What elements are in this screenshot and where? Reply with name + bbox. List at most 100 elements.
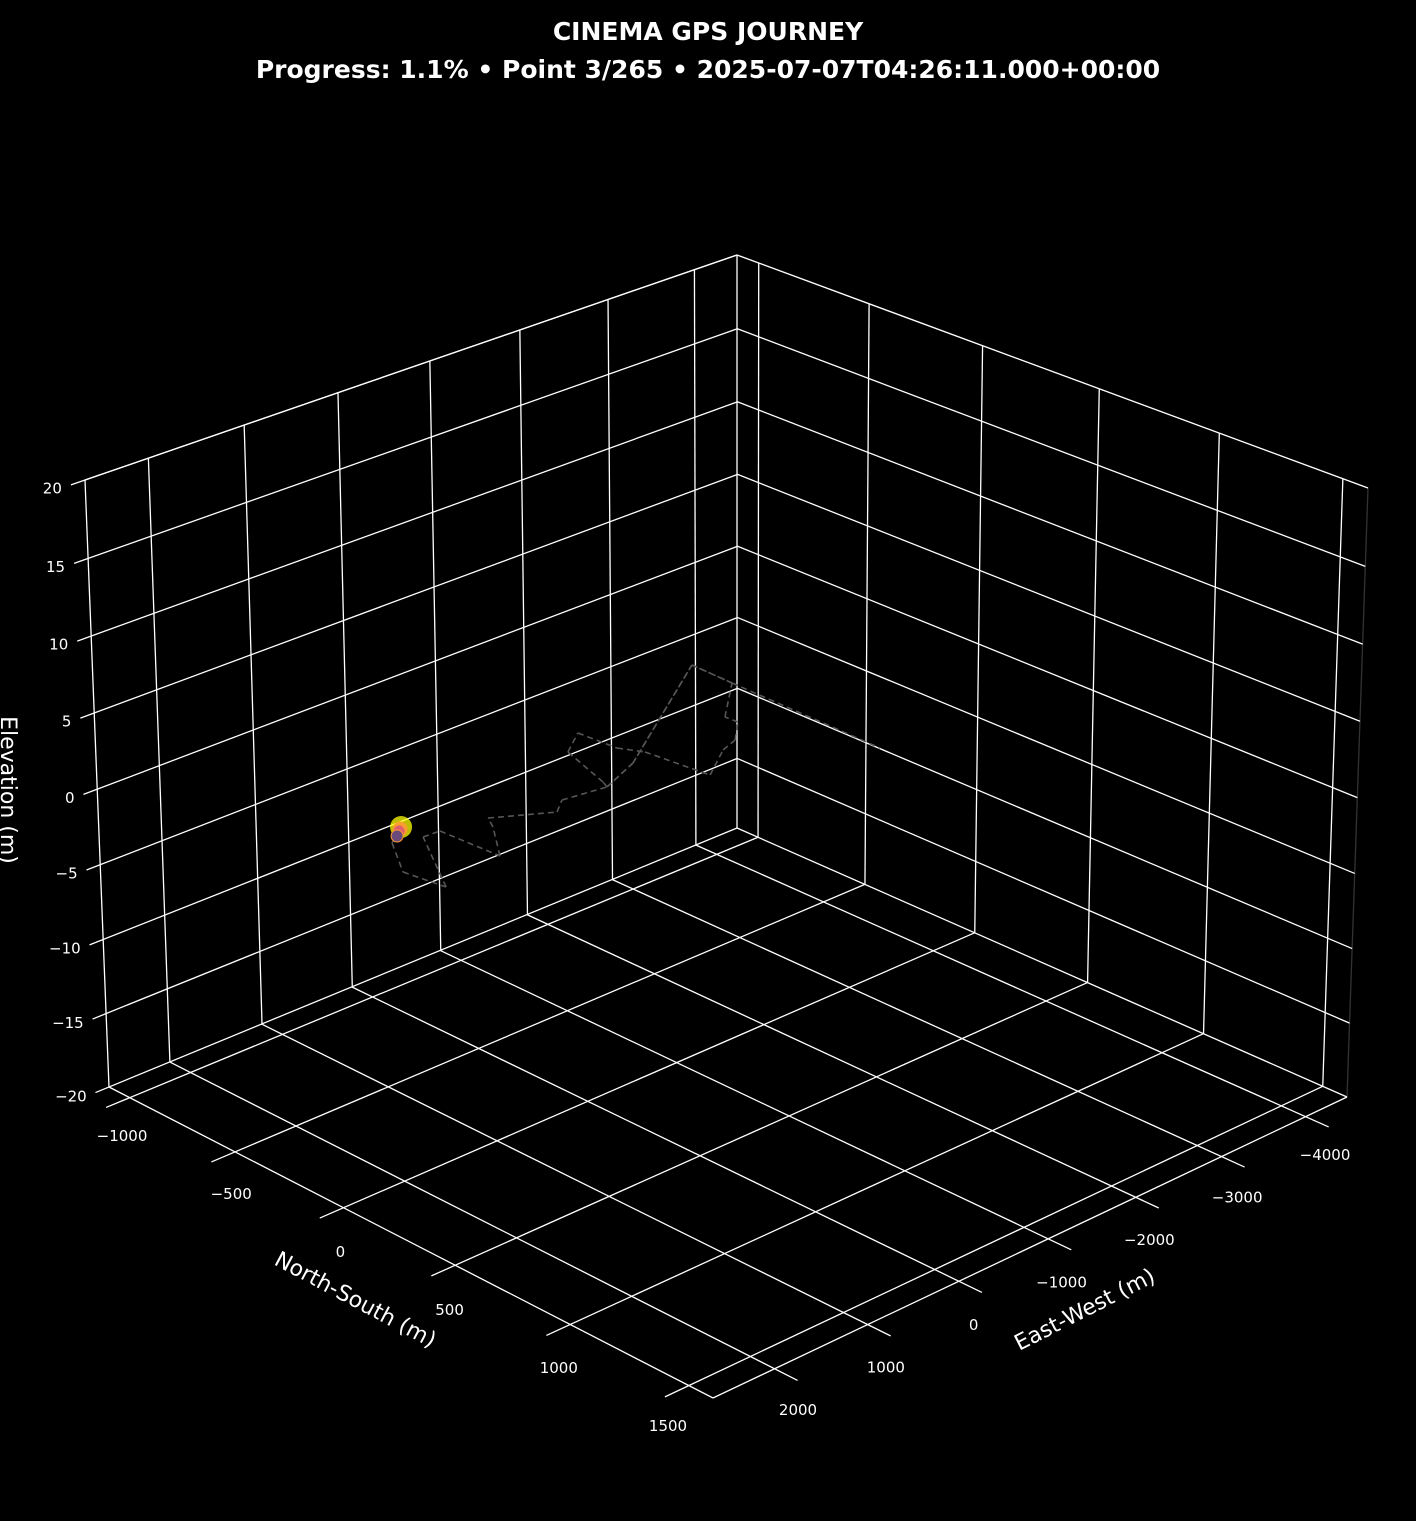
route-segment [561,786,608,801]
z-axis-label: Elevation (m) [0,716,20,864]
route-segment [487,811,558,819]
floor-gridline-ew [351,986,983,1294]
floor-gridline-ns [211,883,866,1163]
y-tick-label: 500 [435,1301,464,1319]
route-segment [422,836,447,888]
wall-gridline-z [86,617,738,871]
pane-edge [84,479,110,1088]
route-segment [567,751,604,783]
wall-gridline-z [95,827,738,1094]
wall-gridline-z [73,328,738,564]
wall-gridline-z [736,401,1363,645]
marker-trail [390,829,404,843]
wall-gridline-z [89,687,738,946]
wall-gridline-z [736,616,1355,875]
grid-lines [70,254,1369,1399]
wall-gridline-z [736,687,1353,950]
chart-title: CINEMA GPS JOURNEY [553,17,864,46]
x-tick-label: −4000 [1300,1146,1351,1164]
wall-gridline-ns [974,345,984,933]
y-tick-label: 1000 [540,1359,578,1377]
floor-gridline-ns [105,836,759,1109]
wall-gridline-z [736,328,1366,568]
floor-gridline-ns [319,932,975,1219]
y-axis-label: North-South (m) [270,1247,440,1353]
wall-gridline-z [736,254,1369,489]
floor-gridline-ew [439,949,1072,1251]
floor-gridline-ns [664,1085,1324,1398]
wall-gridline-ns [1322,478,1344,1087]
wall-gridline-ew [693,269,697,845]
wall-gridline-z [80,473,738,719]
route-segment [602,781,608,788]
floor-gridline-ew [526,914,1160,1209]
z-tick-label: 5 [62,713,72,731]
z-tick-label: 0 [65,789,75,807]
route-segment [722,739,736,751]
route-path [391,664,881,888]
wall-gridline-ew [429,360,442,951]
wall-gridline-z [736,473,1361,722]
route-segment [492,826,501,857]
z-tick-label: 10 [49,636,68,654]
x-tick-label: −2000 [1124,1231,1175,1249]
route-segment [422,830,441,838]
route-segment [731,682,881,749]
y-axis-line [108,1086,714,1399]
route-segment [644,751,711,776]
wall-gridline-ew [243,425,263,1024]
x-tick-label: 0 [969,1316,979,1334]
route-segment [487,817,494,828]
route-segment [606,762,634,788]
route-segment [402,871,447,888]
floor-gridline-ew [169,1061,798,1382]
floor-gridline-ew [695,844,1329,1128]
route-segment [567,732,579,753]
wall-gridline-z [736,545,1358,799]
route-segment [391,842,404,873]
route-segment [556,799,563,813]
floor-gridline-ew [611,878,1245,1168]
route-segment [632,664,693,764]
wall-gridline-ew [337,392,353,987]
route-segment [439,830,501,857]
wall-gridline-z [736,827,1348,1098]
x-axis-line [712,1096,1348,1399]
z-tick-label: −15 [52,1014,84,1032]
floor-gridline-ns [431,981,1088,1277]
wall-gridline-z [736,757,1350,1024]
tick-labels: −20 −15 −10 −5 0 5 10 15 20 −1000 −500 0 500 1000 1500… [43,479,1351,1435]
z-tick-label: 20 [43,479,62,497]
pane-edge [1346,487,1369,1098]
route-segment [724,716,739,723]
y-tick-label: −1000 [97,1127,148,1145]
x-tick-label: 1000 [867,1359,905,1377]
route-segment [606,762,634,788]
wall-gridline-ew [607,299,614,880]
wall-gridline-z [83,545,738,796]
wall-gridline-ew [147,458,171,1062]
z-tick-label: −5 [56,865,78,883]
y-tick-label: 1500 [649,1417,687,1435]
route-segment [734,721,739,741]
current-position-marker [390,815,413,843]
y-tick-label: 0 [336,1243,346,1261]
route-segment [709,749,724,776]
z-tick-label: 15 [46,558,65,576]
x-tick-label: −3000 [1212,1189,1263,1207]
wall-gridline-ns [757,263,760,838]
route-segment [724,682,733,718]
wall-gridline-ns [1202,433,1220,1034]
route-segment [632,664,693,764]
wall-gridline-z [92,757,738,1020]
wall-gridline-z [77,401,738,642]
wall-gridline-z [70,254,738,486]
floor-gridline-ew [261,1023,892,1337]
wall-gridline-ns [864,303,870,885]
chart-subtitle: Progress: 1.1% • Point 3/265 • 2025-07-0… [256,55,1160,84]
z-tick-label: −20 [55,1087,87,1105]
y-tick-label: −500 [211,1185,252,1203]
x-tick-label: −1000 [1036,1274,1087,1292]
wall-gridline-ns [1086,388,1100,983]
